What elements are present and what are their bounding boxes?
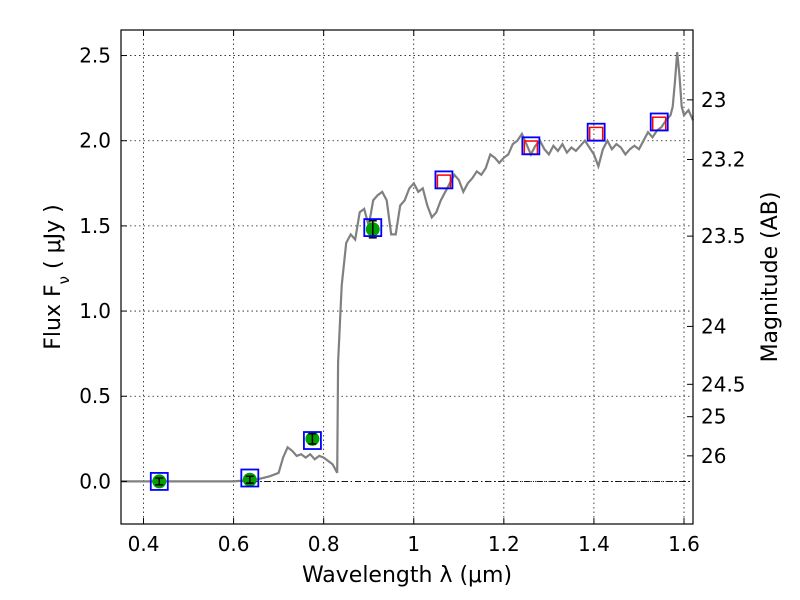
- y-axis-label: Flux Fν ( μJy ): [41, 204, 73, 349]
- axis-ticks: 0.4 0.6 0.8 1 1.2 1.4 1.6 0.0 0.5 1.0 1.5 2.0 2.5 23 2…: [79, 30, 746, 556]
- magnitude-tick-label: 23: [701, 88, 726, 112]
- model-band-square: [149, 472, 169, 491]
- magnitude-tick-label: 23.5: [701, 224, 746, 248]
- plot-frame: [120, 29, 694, 525]
- model-band-square: [649, 112, 669, 132]
- data-points: [149, 112, 669, 491]
- y-axis-label-sub: ν: [55, 276, 73, 284]
- x-tick-label: 1.2: [488, 532, 520, 556]
- right-axis-label: Magnitude (AB): [758, 192, 783, 363]
- x-axis-label: Wavelength λ (μm): [302, 563, 512, 588]
- y-tick-label: 2.5: [79, 44, 111, 68]
- magnitude-tick-label: 25: [701, 405, 726, 429]
- magnitude-tick-label: 24.5: [701, 372, 746, 396]
- model-band-square: [240, 468, 260, 488]
- x-tick-label: 0.8: [308, 532, 340, 556]
- model-spectrum-line: [121, 51, 695, 483]
- x-tick-label: 1: [407, 532, 420, 556]
- x-tick-label: 0.6: [218, 532, 250, 556]
- model-band-square: [434, 170, 454, 190]
- model-band-square: [586, 122, 606, 142]
- magnitude-tick-label: 24: [701, 314, 726, 338]
- x-tick-label: 1.4: [578, 532, 610, 556]
- magnitude-tick-label: 23.2: [701, 147, 746, 171]
- y-axis-label-main: Flux F: [41, 284, 66, 349]
- observed-open-point: [588, 126, 604, 142]
- x-tick-label: 1.6: [668, 532, 700, 556]
- y-tick-label: 1.0: [79, 299, 111, 323]
- y-tick-label: 1.5: [79, 214, 111, 238]
- magnitude-tick-label: 26: [701, 444, 726, 468]
- x-tick-label: 0.4: [128, 532, 160, 556]
- y-axis-label-unit: ( μJy ): [41, 204, 66, 276]
- model-band-square: [303, 431, 322, 450]
- y-tick-label: 0.0: [79, 469, 111, 493]
- grid: [121, 30, 693, 524]
- model-band-square: [521, 136, 541, 156]
- y-tick-label: 2.0: [79, 129, 111, 153]
- y-tick-label: 0.5: [79, 384, 111, 408]
- model-band-square: [363, 218, 383, 238]
